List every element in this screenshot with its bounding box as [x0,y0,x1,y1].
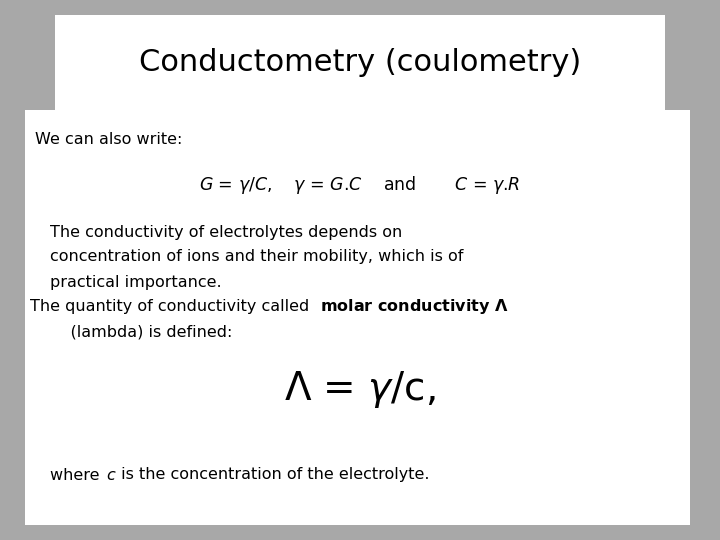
Text: $\Lambda$ = $\gamma$/c,: $\Lambda$ = $\gamma$/c, [284,369,436,410]
FancyBboxPatch shape [55,15,665,110]
Text: is the concentration of the electrolyte.: is the concentration of the electrolyte. [116,468,430,483]
Text: concentration of ions and their mobility, which is of: concentration of ions and their mobility… [50,249,464,265]
Text: where: where [50,468,104,483]
Text: The quantity of conductivity called: The quantity of conductivity called [30,300,315,314]
Text: molar conductivity $\mathbf{\Lambda}$: molar conductivity $\mathbf{\Lambda}$ [320,298,508,316]
Text: $\mathit{c}$: $\mathit{c}$ [106,468,117,483]
Text: $\mathit{G}$ = $\mathit{\gamma}$/$\mathit{C}$,    $\mathit{\gamma}$ = $\mathit{G: $\mathit{G}$ = $\mathit{\gamma}$/$\mathi… [199,174,521,196]
Text: (lambda) is defined:: (lambda) is defined: [50,325,233,340]
Text: The conductivity of electrolytes depends on: The conductivity of electrolytes depends… [50,225,402,240]
FancyBboxPatch shape [25,110,690,525]
Text: practical importance.: practical importance. [50,274,222,289]
Text: Conductometry (coulometry): Conductometry (coulometry) [139,48,581,77]
Text: We can also write:: We can also write: [35,132,182,147]
